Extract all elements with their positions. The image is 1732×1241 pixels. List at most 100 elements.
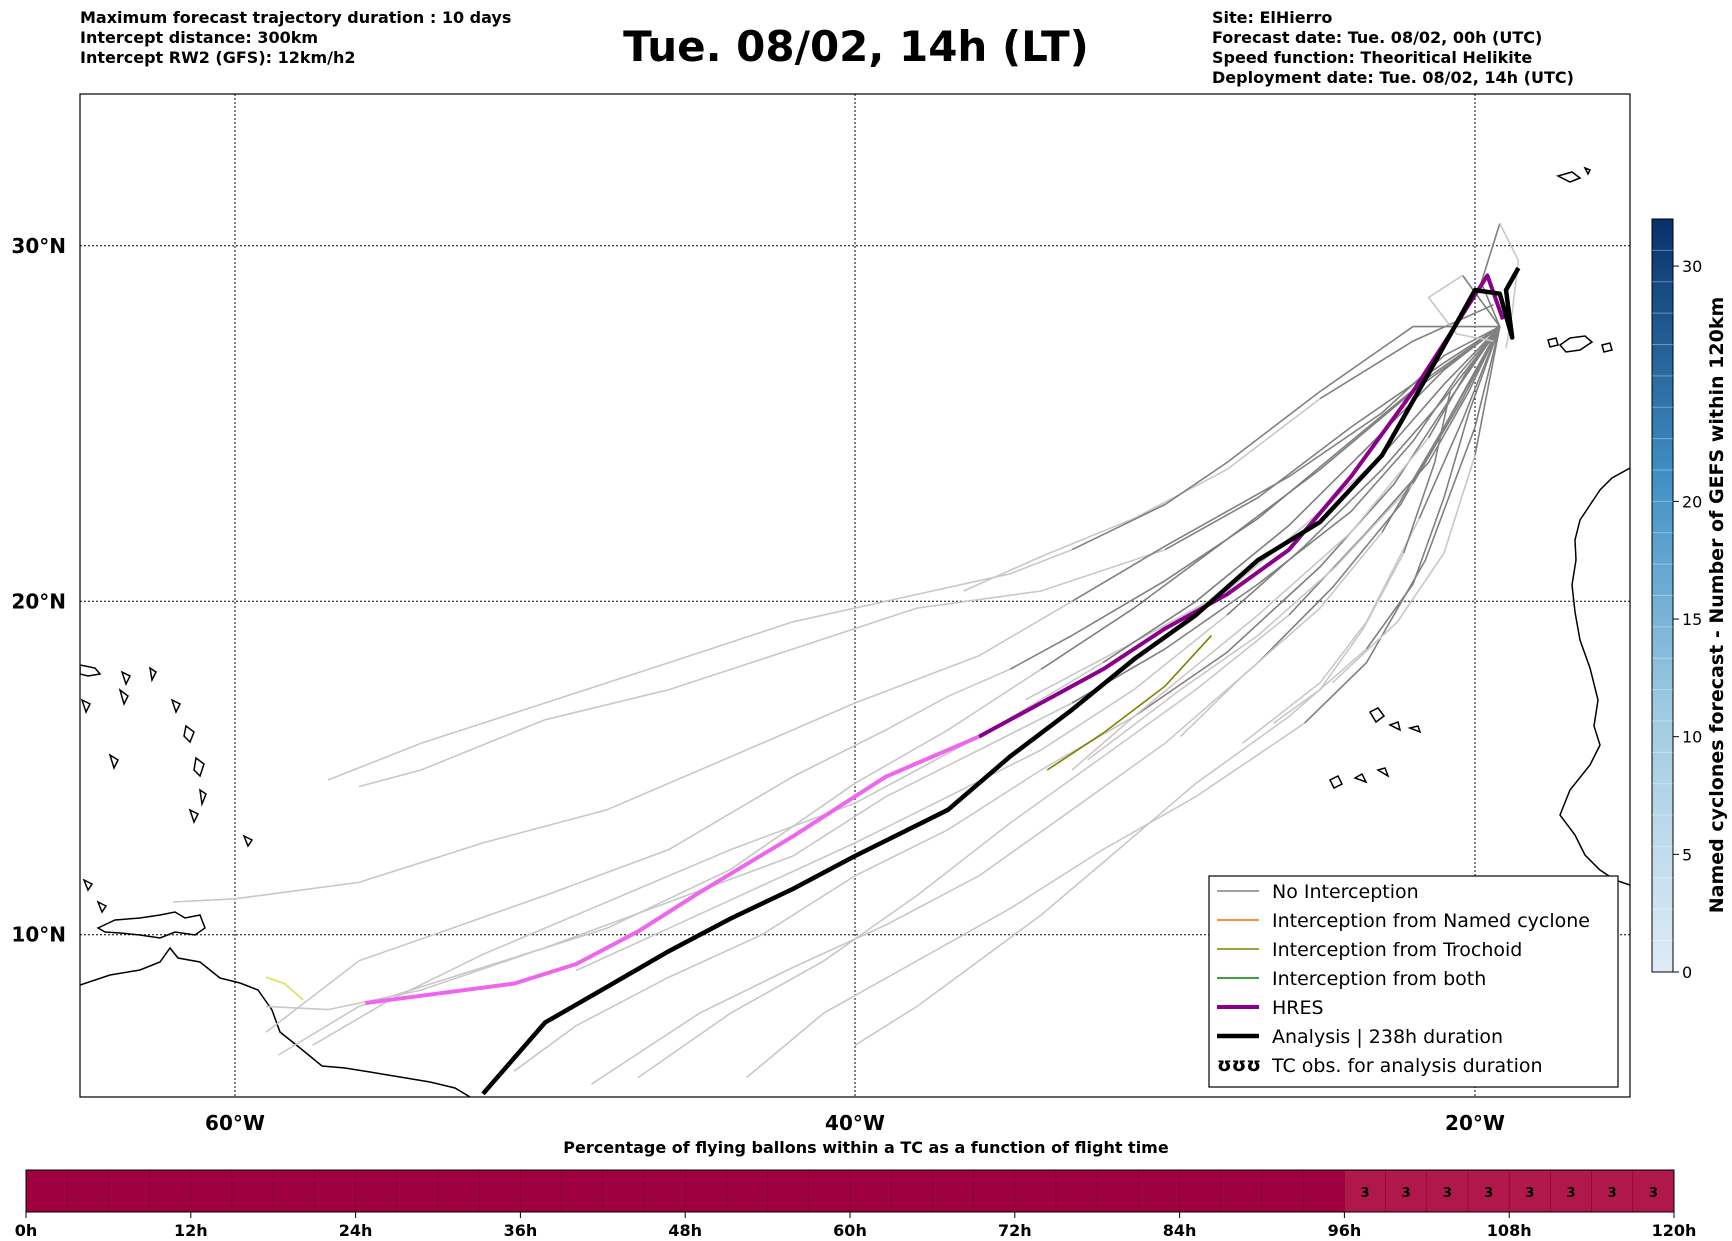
strip-bin <box>355 1169 398 1213</box>
strip-bin <box>602 1169 645 1213</box>
colorbar: 0 5 10 15 20 30 Named cyclones forecast - Num… <box>1651 218 1728 982</box>
strip-bin <box>396 1169 439 1213</box>
member-trajectory-far <box>1242 518 1420 744</box>
strip-bin <box>437 1169 480 1213</box>
strip-bin <box>190 1169 233 1213</box>
strip-bin <box>66 1169 109 1213</box>
member-trajectory-near <box>1474 326 1501 456</box>
member-trajectory-near <box>1040 325 1501 670</box>
strip-tick-label: 12h <box>174 1221 208 1240</box>
legend-tc-symbol: ʊʊʊ <box>1217 1054 1261 1076</box>
strip-tick-label: 120h <box>1652 1221 1697 1240</box>
member-trajectory-near <box>1226 326 1501 616</box>
strip-bin <box>25 1169 68 1213</box>
colorbar-tick-label: 5 <box>1682 845 1692 864</box>
coast-venezuela-islands <box>96 911 206 939</box>
strip-bin <box>1302 1169 1345 1213</box>
strip-bin <box>1220 1169 1263 1213</box>
strip-tick-label: 84h <box>1163 1221 1197 1240</box>
member-trajectory-near <box>1381 326 1501 533</box>
coast-canary-islands <box>1547 335 1613 353</box>
colorbar-tick-label: 20 <box>1682 492 1702 511</box>
strip-bin <box>1508 1169 1551 1213</box>
member-trajectory-far <box>745 722 1305 1079</box>
trochoid-trajectory <box>1046 634 1213 771</box>
strip-bin <box>767 1169 810 1213</box>
strip-bin <box>1344 1169 1386 1213</box>
colorbar-tick-label: 30 <box>1682 257 1702 276</box>
hres-trajectory-late <box>364 734 980 1006</box>
strip-bin <box>561 1169 604 1213</box>
member-trajectory-far <box>575 614 1228 972</box>
trochoid-trajectory <box>265 976 304 1001</box>
member-trajectory-near <box>1319 303 1494 400</box>
coast-cape-verde <box>1328 707 1422 790</box>
member-trajectory-far <box>1071 437 1430 771</box>
member-trajectory-near <box>1071 325 1501 602</box>
strip-bin-value: 3 <box>1402 1186 1411 1201</box>
legend-box <box>1208 875 1619 1088</box>
member-trajectory-near <box>1071 325 1500 551</box>
strip-title: Percentage of flying ballons within a TC… <box>563 1138 1169 1157</box>
member-trajectory-far <box>265 668 1011 1033</box>
legend-entry: Analysis | 238h duration <box>1272 1026 1503 1048</box>
member-trajectory-far <box>1087 483 1414 761</box>
member-trajectory-near <box>1071 326 1501 704</box>
y-tick-label: 20°N <box>11 589 66 613</box>
header-left-line: Intercept distance: 300km <box>80 28 319 47</box>
coast-madeira <box>1555 166 1592 183</box>
strip-bin <box>1467 1169 1510 1213</box>
y-tick-label: 10°N <box>11 923 66 947</box>
member-trajectory-far <box>358 548 1166 788</box>
map-frame <box>79 93 1631 1098</box>
member-trajectory-far <box>1179 531 1383 738</box>
strip-bin-value: 3 <box>1484 1186 1493 1201</box>
strip-bin <box>478 1169 521 1213</box>
legend: No Interception Interception from Named c… <box>1208 875 1619 1088</box>
coast-lesser-antilles <box>148 666 254 848</box>
member-trajectory-far <box>591 661 1259 1085</box>
legend-entry: Interception from Trochoid <box>1272 939 1522 961</box>
member-trajectory-far <box>1427 274 1494 342</box>
strip-tick-label: 36h <box>504 1221 538 1240</box>
member-trajectory-far <box>854 648 1368 1046</box>
member-trajectory-near <box>1288 326 1501 616</box>
member-trajectory-near <box>1418 326 1501 519</box>
member-trajectory-far <box>637 614 1290 1079</box>
strip-bin <box>849 1169 892 1213</box>
legend-entry: Interception from both <box>1272 968 1486 990</box>
analysis-trajectory <box>481 266 1521 1096</box>
strip-bin <box>520 1169 562 1213</box>
strip-bin-value: 3 <box>1525 1186 1534 1201</box>
colorbar-tick-label: 15 <box>1682 610 1702 629</box>
member-trajectory-far <box>963 398 1321 592</box>
header-left-line: Maximum forecast trajectory duration : 1… <box>80 8 512 27</box>
strip-bin <box>1261 1169 1304 1213</box>
member-trajectory-far <box>172 600 1073 903</box>
strip-bin-value: 3 <box>1360 1186 1369 1201</box>
strip-bin <box>684 1169 727 1213</box>
page-title: Tue. 08/02, 14h (LT) <box>623 22 1089 71</box>
header-right-line: Speed function: Theoritical Helikite <box>1212 48 1533 67</box>
strip-bin <box>1014 1169 1057 1213</box>
strip-bin <box>1179 1169 1222 1213</box>
header-info-left: Maximum forecast trajectory duration : 1… <box>80 8 511 68</box>
member-trajectory-far <box>327 548 1073 781</box>
strip-tick-label: 0h <box>15 1221 38 1240</box>
header-left-line: Intercept RW2 (GFS): 12km/h2 <box>80 48 356 67</box>
strip-bin <box>643 1169 686 1213</box>
strip-tick-label: 96h <box>1328 1221 1362 1240</box>
strip-bin-value: 3 <box>1566 1186 1575 1201</box>
coast-caribbean-west <box>80 664 132 914</box>
map-grid <box>80 94 1630 1097</box>
axis-ticks: 60°W 40°W 20°W 10°N 20°N 30°N <box>11 234 1505 1135</box>
member-trajectory-near <box>1102 325 1501 664</box>
strip-tick-label: 60h <box>833 1221 867 1240</box>
strip-bin <box>890 1169 933 1213</box>
member-trajectory-far <box>1331 455 1476 684</box>
member-trajectory-near <box>1381 326 1501 456</box>
strip-bin <box>1591 1169 1634 1213</box>
strip-bin <box>973 1169 1016 1213</box>
member-trajectory-near <box>1402 391 1451 554</box>
colorbar-label: Named cyclones forecast - Number of GEFS… <box>1706 297 1728 914</box>
